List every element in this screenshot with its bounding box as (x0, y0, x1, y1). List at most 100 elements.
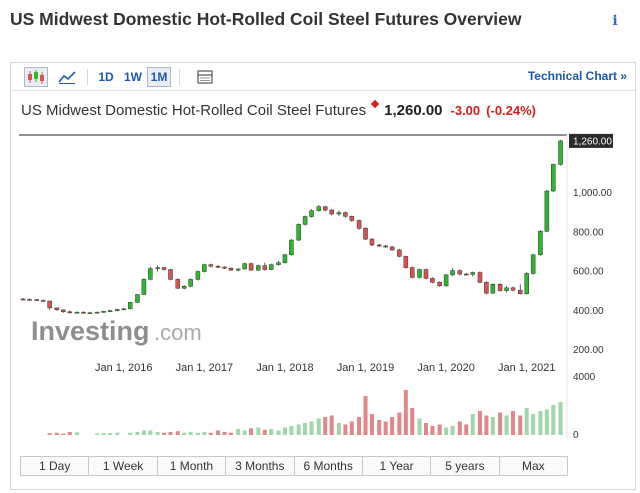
volume-bar (369, 414, 374, 435)
time-range-selector: 1 Day 1 Week 1 Month 3 Months 6 Months 1 Year… (20, 456, 568, 476)
volume-bar (430, 426, 435, 435)
candle-body (410, 267, 415, 278)
volume-bar (484, 415, 489, 435)
watermark-suffix: .com (154, 320, 202, 345)
x-tick-label: Jan 1, 2016 (95, 362, 153, 374)
candle-body (302, 216, 308, 225)
range-button-6-months[interactable]: 6 Months (294, 457, 363, 475)
y-tick-label: 400.00 (573, 306, 604, 317)
candlestick-chart-icon[interactable] (24, 67, 48, 87)
volume-bar (75, 432, 80, 435)
candle-body (397, 249, 402, 257)
range-button-1-day[interactable]: 1 Day (21, 457, 90, 475)
candle-body (551, 164, 556, 192)
price-change: -3.00 (450, 103, 481, 118)
range-button-1-year[interactable]: 1 Year (362, 457, 432, 475)
volume-bar (135, 432, 140, 435)
volume-bar (410, 408, 415, 435)
volume-bar (531, 414, 536, 435)
candle-body (517, 289, 523, 294)
interval-1m-button[interactable]: 1M (147, 67, 171, 87)
technical-chart-link[interactable]: Technical Chart » (527, 69, 627, 83)
volume-bar (417, 418, 422, 435)
candle-body (457, 270, 463, 275)
candle-body (497, 284, 503, 291)
page-title: US Midwest Domestic Hot-Rolled Coil Stee… (10, 9, 522, 29)
candle-body (168, 269, 173, 280)
investing-watermark: Investing .com (31, 316, 202, 346)
volume-bar (343, 424, 348, 435)
volume-bar (316, 418, 321, 435)
price-chart[interactable]: 1,000.00 800.00 600.00 400.00 200.00 1,260.00… (11, 63, 635, 453)
candle-body (484, 282, 489, 294)
candle-body (268, 264, 274, 270)
candle-body (349, 216, 355, 221)
volume-bar (551, 405, 556, 435)
candle-body (477, 272, 483, 283)
volume-bar (470, 414, 475, 435)
toolbar-divider (87, 69, 88, 85)
candle-body (490, 284, 496, 294)
candle-body (20, 298, 26, 301)
volume-bar (296, 424, 301, 435)
area-chart-icon[interactable] (55, 67, 79, 87)
volume-bar (457, 421, 462, 435)
volume-bar (450, 426, 455, 435)
candle-body (215, 265, 221, 268)
volume-bar (141, 430, 146, 435)
volume-bar (490, 417, 495, 435)
candle-body (115, 309, 120, 311)
candle-body (450, 270, 455, 276)
volume-bar (276, 430, 281, 435)
candle-body (195, 271, 201, 280)
volume-bar (208, 432, 213, 435)
volume-bar (61, 433, 66, 435)
candle-body (423, 269, 429, 279)
candle-body (256, 265, 261, 271)
volume-bar (504, 415, 509, 435)
x-tick-label: Jan 1, 2021 (498, 362, 556, 374)
volume-bar (67, 432, 72, 435)
range-button-1-month[interactable]: 1 Month (157, 457, 227, 475)
candle-body (87, 312, 93, 315)
candle-body (276, 262, 281, 265)
chart-panel-icon[interactable] (193, 67, 217, 87)
volume-bar (95, 433, 100, 435)
volume-bar (538, 411, 543, 435)
volume-bar (54, 432, 59, 435)
candle-body (61, 309, 66, 313)
volume-bar (175, 431, 180, 435)
candle-body (430, 278, 435, 283)
volume-bar (510, 411, 516, 435)
range-button-5-years[interactable]: 5 years (431, 457, 500, 475)
candle-body (262, 265, 268, 270)
range-button-max[interactable]: Max (499, 457, 567, 475)
candle-body (175, 279, 181, 289)
range-button-3-months[interactable]: 3 Months (226, 457, 295, 475)
range-button-1-week[interactable]: 1 Week (89, 457, 158, 475)
volume-bar (195, 432, 200, 435)
last-price-badge (569, 133, 613, 148)
interval-1w-button[interactable]: 1W (124, 70, 142, 84)
info-icon[interactable]: i (612, 13, 618, 29)
volume-bar (262, 429, 267, 435)
candle-body (101, 311, 106, 313)
volume-bar (47, 433, 52, 435)
candle-body (34, 299, 39, 301)
volume-bar (363, 396, 368, 435)
candle-body (403, 256, 409, 268)
candle-body (47, 300, 52, 309)
volume-bar (403, 390, 408, 435)
volume-bar (498, 412, 503, 435)
watermark-brand: Investing (31, 316, 150, 346)
y-tick-label: 1,000.00 (573, 188, 612, 199)
candle-body (437, 282, 442, 287)
volume-tick-label: 4000 (573, 372, 596, 383)
interval-1d-button[interactable]: 1D (98, 70, 114, 84)
candle-body (524, 273, 529, 294)
chart-toolbar: 1D 1W 1M Technical Chart » (11, 63, 635, 91)
volume-bar (128, 432, 133, 435)
volume-bar (390, 417, 395, 435)
candle-body (544, 190, 550, 232)
volume-bar (309, 421, 314, 435)
